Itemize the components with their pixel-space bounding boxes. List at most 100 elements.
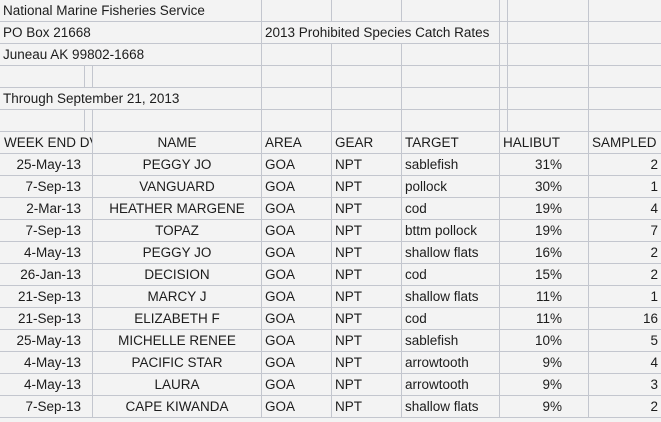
cell-empty[interactable]	[262, 44, 332, 65]
cell-empty[interactable]	[589, 110, 661, 131]
cell-name[interactable]: LAURA	[93, 374, 262, 395]
cell-week-end[interactable]: 4-May-13	[0, 242, 93, 263]
cell-empty[interactable]	[508, 88, 589, 109]
cell-address1[interactable]: PO Box 21668	[0, 22, 262, 43]
cell-empty[interactable]	[93, 66, 262, 87]
cell-name[interactable]: VANGUARD	[93, 176, 262, 197]
cell-area[interactable]: GOA	[262, 374, 332, 395]
cell-sampled[interactable]: 1	[650, 289, 658, 304]
cell-name[interactable]: ELIZABETH F	[93, 308, 262, 329]
cell-empty[interactable]	[508, 22, 589, 43]
cell-empty[interactable]	[508, 0, 589, 21]
cell-empty[interactable]	[402, 66, 500, 87]
cell-week-end[interactable]: 25-May-13	[0, 330, 93, 351]
cell-target[interactable]: shallow flats	[402, 242, 500, 263]
cell-empty[interactable]	[85, 110, 93, 131]
cell-report-title[interactable]: 2013 Prohibited Species Catch Rates	[262, 22, 500, 43]
cell-target[interactable]: sablefish	[402, 330, 500, 351]
cell-area[interactable]: GOA	[262, 154, 332, 175]
cell-target[interactable]: pollock	[402, 176, 500, 197]
cell-sampled[interactable]: 4	[650, 355, 658, 370]
cell-gear[interactable]: NPT	[332, 396, 402, 417]
cell-empty[interactable]	[85, 66, 93, 87]
cell-week-end[interactable]: 7-Sep-13	[0, 220, 93, 241]
cell-empty[interactable]	[589, 0, 661, 21]
cell-area[interactable]: GOA	[262, 198, 332, 219]
cell-gear[interactable]: NPT	[332, 242, 402, 263]
cell-halibut[interactable]: 10%	[500, 330, 589, 351]
cell-week-end[interactable]: 26-Jan-13	[0, 264, 93, 285]
cell-sampled[interactable]: 5	[650, 333, 658, 348]
cell-gear[interactable]: NPT	[332, 308, 402, 329]
cell-empty[interactable]	[93, 110, 262, 131]
cell-area[interactable]: GOA	[262, 242, 332, 263]
cell-sampled[interactable]: 2	[650, 267, 658, 282]
cell-empty[interactable]	[500, 44, 508, 65]
cell-target[interactable]: cod	[402, 308, 500, 329]
cell-sampled[interactable]: 2	[650, 399, 658, 414]
cell-halibut[interactable]: 15%	[500, 264, 589, 285]
cell-empty[interactable]	[332, 88, 402, 109]
cell-area[interactable]: GOA	[262, 330, 332, 351]
cell-name[interactable]: MICHELLE RENEE	[93, 330, 262, 351]
cell-gear[interactable]: NPT	[332, 330, 402, 351]
cell-gear[interactable]: NPT	[332, 374, 402, 395]
cell-sampled[interactable]: 3	[650, 377, 658, 392]
cell-sampled[interactable]: 2	[650, 245, 658, 260]
cell-sampled[interactable]: 7	[650, 223, 658, 238]
cell-target[interactable]: shallow flats	[402, 286, 500, 307]
cell-gear[interactable]: NPT	[332, 154, 402, 175]
cell-week-end[interactable]: 7-Sep-13	[0, 396, 93, 417]
cell-area[interactable]: GOA	[262, 308, 332, 329]
cell-empty[interactable]	[332, 110, 402, 131]
cell-empty[interactable]	[262, 0, 332, 21]
cell-name[interactable]: CAPE KIWANDA	[93, 396, 262, 417]
cell-name[interactable]: MARCY J	[93, 286, 262, 307]
cell-empty[interactable]	[402, 88, 500, 109]
cell-name[interactable]: PEGGY JO	[93, 154, 262, 175]
header-gear[interactable]: GEAR	[332, 132, 402, 153]
cell-area[interactable]: GOA	[262, 286, 332, 307]
cell-sampled[interactable]: 16	[642, 311, 658, 326]
cell-halibut[interactable]: 16%	[500, 242, 589, 263]
cell-empty[interactable]	[508, 44, 589, 65]
cell-empty[interactable]	[332, 44, 402, 65]
cell-week-end[interactable]: 4-May-13	[0, 352, 93, 373]
cell-name[interactable]: PACIFIC STAR	[93, 352, 262, 373]
cell-through-date[interactable]: Through September 21, 2013	[0, 88, 262, 109]
cell-empty[interactable]	[262, 88, 332, 109]
cell-name[interactable]: TOPAZ	[93, 220, 262, 241]
cell-empty[interactable]	[589, 22, 661, 43]
cell-empty[interactable]	[262, 66, 332, 87]
cell-target[interactable]: cod	[402, 198, 500, 219]
cell-org[interactable]: National Marine Fisheries Service	[0, 0, 262, 21]
cell-empty[interactable]	[500, 22, 508, 43]
cell-halibut[interactable]: 30%	[500, 176, 589, 197]
cell-halibut[interactable]: 11%	[500, 286, 589, 307]
cell-week-end[interactable]: 25-May-13	[0, 154, 93, 175]
cell-sampled[interactable]: 2	[650, 157, 658, 172]
cell-empty[interactable]	[500, 0, 508, 21]
header-name[interactable]: NAME	[93, 132, 262, 153]
cell-area[interactable]: GOA	[262, 352, 332, 373]
cell-halibut[interactable]: 19%	[500, 220, 589, 241]
cell-empty[interactable]	[402, 0, 500, 21]
cell-empty[interactable]	[0, 110, 85, 131]
cell-halibut[interactable]: 31%	[500, 154, 589, 175]
header-target[interactable]: TARGET	[402, 132, 500, 153]
cell-area[interactable]: GOA	[262, 220, 332, 241]
cell-target[interactable]: bttm pollock	[402, 220, 500, 241]
cell-week-end[interactable]: 7-Sep-13	[0, 176, 93, 197]
header-sampled[interactable]: SAMPLED	[592, 135, 657, 150]
cell-area[interactable]: GOA	[262, 176, 332, 197]
cell-empty[interactable]	[500, 110, 508, 131]
cell-empty[interactable]	[402, 44, 500, 65]
cell-area[interactable]: GOA	[262, 396, 332, 417]
cell-target[interactable]: shallow flats	[402, 396, 500, 417]
header-area[interactable]: AREA	[262, 132, 332, 153]
cell-empty[interactable]	[332, 66, 402, 87]
cell-empty[interactable]	[500, 66, 508, 87]
cell-empty[interactable]	[589, 44, 661, 65]
cell-week-end[interactable]: 2-Mar-13	[0, 198, 93, 219]
cell-empty[interactable]	[508, 110, 589, 131]
